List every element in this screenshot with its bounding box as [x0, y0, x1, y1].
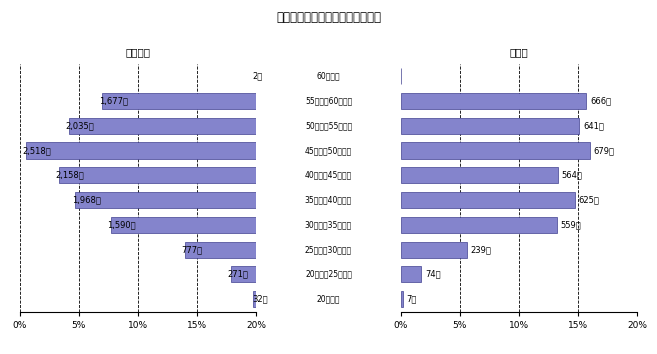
- Text: 職員の年齢階層別人数及び構成比: 職員の年齢階層別人数及び構成比: [276, 11, 381, 24]
- Text: 60歳以上: 60歳以上: [317, 72, 340, 81]
- Text: 239人: 239人: [470, 245, 491, 254]
- Text: 625人: 625人: [578, 195, 599, 205]
- Text: 74人: 74人: [425, 270, 441, 279]
- Text: 641人: 641人: [583, 121, 604, 130]
- Bar: [401, 266, 421, 282]
- Bar: [102, 93, 256, 109]
- Text: 25歳以上30歳未満: 25歳以上30歳未満: [305, 245, 352, 254]
- Bar: [401, 241, 467, 258]
- Text: 32人: 32人: [253, 295, 268, 304]
- Bar: [185, 241, 256, 258]
- Bar: [231, 266, 256, 282]
- Text: 55歳以上60歳未満: 55歳以上60歳未満: [305, 96, 352, 105]
- Text: 666人: 666人: [590, 96, 611, 105]
- Text: 679人: 679人: [593, 146, 614, 155]
- Text: 2,518人: 2,518人: [22, 146, 51, 155]
- Bar: [76, 192, 256, 208]
- Bar: [111, 217, 256, 233]
- Bar: [401, 217, 557, 233]
- Text: 35歳以上40歳未満: 35歳以上40歳未満: [305, 195, 352, 205]
- Text: 2,158人: 2,158人: [55, 171, 84, 180]
- Bar: [401, 93, 587, 109]
- Text: 777人: 777人: [182, 245, 203, 254]
- Bar: [401, 118, 579, 134]
- Text: 7人: 7人: [406, 295, 417, 304]
- Text: 2,035人: 2,035人: [66, 121, 95, 130]
- Text: 1,590人: 1,590人: [107, 220, 136, 229]
- Text: 564人: 564人: [562, 171, 583, 180]
- Text: 20歳未満: 20歳未満: [317, 295, 340, 304]
- Title: 全給料表: 全給料表: [125, 47, 150, 57]
- Text: 271人: 271人: [228, 270, 249, 279]
- Text: 20歳以上25歳未満: 20歳以上25歳未満: [305, 270, 352, 279]
- Title: 行政職: 行政職: [510, 47, 528, 57]
- Bar: [401, 192, 575, 208]
- Text: 45歳以上50歳未満: 45歳以上50歳未満: [305, 146, 352, 155]
- Text: 1,968人: 1,968人: [72, 195, 101, 205]
- Bar: [401, 142, 590, 159]
- Text: 559人: 559人: [560, 220, 581, 229]
- Bar: [70, 118, 256, 134]
- Text: 2人: 2人: [253, 72, 263, 81]
- Bar: [26, 142, 256, 159]
- Text: 40歳以上45歳未満: 40歳以上45歳未満: [305, 171, 352, 180]
- Bar: [401, 167, 558, 183]
- Text: 30歳以上35歳未満: 30歳以上35歳未満: [305, 220, 352, 229]
- Text: 50歳以上55歳未満: 50歳以上55歳未満: [305, 121, 352, 130]
- Bar: [254, 291, 256, 307]
- Text: 1,677人: 1,677人: [99, 96, 128, 105]
- Bar: [401, 291, 403, 307]
- Bar: [58, 167, 256, 183]
